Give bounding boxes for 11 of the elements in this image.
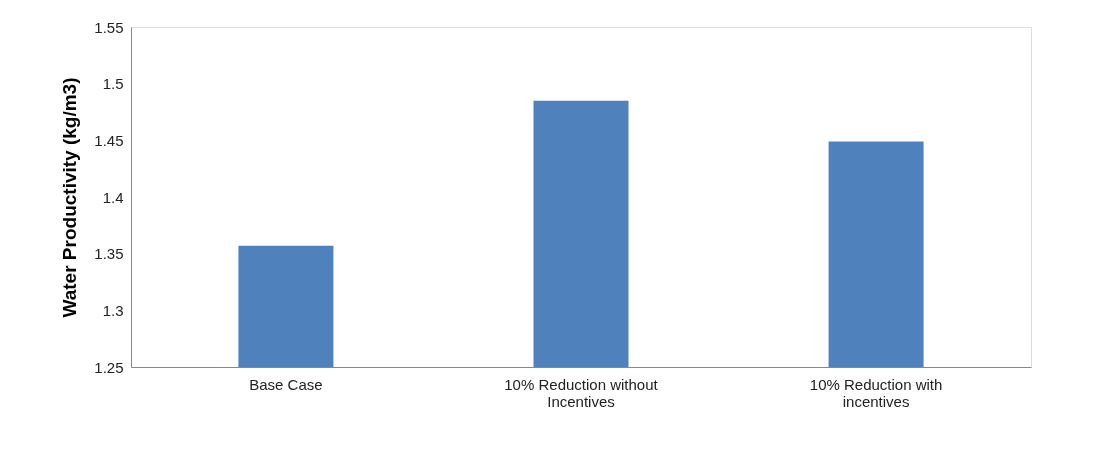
x-tick-label: 10% Reduction without Incentives: [504, 375, 659, 410]
y-tick-label: 1.45: [94, 131, 124, 149]
y-tick-label: 1.4: [102, 188, 124, 206]
x-tick-label: 10% Reduction with incentives: [809, 375, 943, 410]
y-tick-label: 1.25: [94, 358, 124, 376]
y-tick-label: 1.55: [94, 18, 124, 36]
y-tick-label: 1.3: [102, 301, 124, 319]
x-tick-label: Base Case: [249, 375, 323, 393]
y-axis-title: Water Productivity (kg/m3): [59, 77, 81, 318]
y-tick-label: 1.35: [94, 245, 124, 263]
y-tick-label: 1.5: [102, 75, 124, 93]
